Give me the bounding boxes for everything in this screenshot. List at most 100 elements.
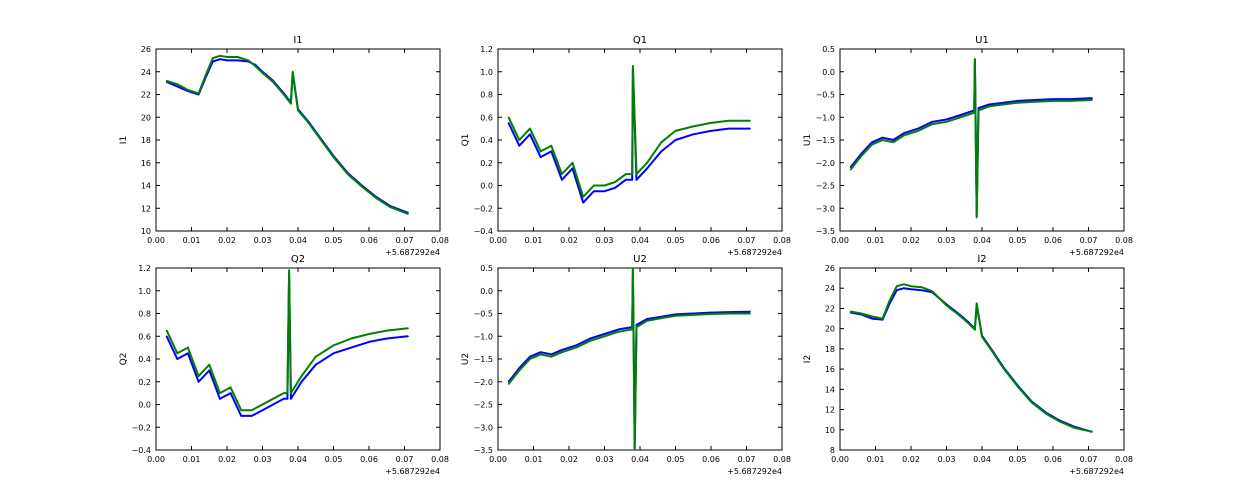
x-tick-label: 0.02 [902,455,920,464]
data-point [646,161,648,164]
data-point [176,83,179,86]
data-point [945,121,948,123]
data-point [1002,101,1005,104]
data-point [582,201,584,204]
data-point [660,141,663,144]
data-point [300,375,303,377]
data-point [956,312,958,315]
data-point [291,70,294,73]
y-tick-label: −1.0 [816,113,835,122]
data-point [300,380,303,383]
data-point [896,289,898,292]
data-point [988,105,990,108]
data-point [332,352,335,355]
data-point [197,380,200,383]
data-point [1073,426,1076,429]
data-point [917,130,919,132]
data-point [920,289,923,292]
x-offset-text: +5.687292e4 [385,248,440,257]
data-point [959,114,962,116]
data-point [197,375,200,377]
data-point [332,344,335,347]
x-tick-label: 0.04 [973,455,991,464]
series-line-green [166,54,409,215]
data-point [254,65,257,67]
subplot-title: Q2 [291,254,305,265]
data-point [589,340,592,342]
data-point [187,346,189,349]
data-point [165,335,168,338]
y-tick-label: 1.2 [480,45,493,54]
data-point [589,337,592,340]
data-point [529,127,531,130]
data-point [903,132,905,134]
data-point [931,290,934,293]
data-point [550,355,553,358]
data-point [692,133,695,136]
data-point [635,324,638,326]
x-tick-label: 0.03 [938,236,956,245]
x-tick-label: 0.00 [147,455,165,464]
data-point [1069,98,1072,100]
y-tick-label: 0.8 [480,91,493,100]
x-tick-label: 0.02 [560,455,578,464]
data-point [288,269,290,272]
data-point [631,179,633,181]
data-point [561,173,563,175]
data-point [974,328,976,331]
data-point [614,181,616,183]
y-tick-label: −1.0 [474,332,493,341]
data-point [272,398,274,400]
data-point [1059,420,1061,423]
y-tick-label: 0.4 [480,136,493,145]
data-point [635,173,638,175]
y-tick-label: 1.0 [480,68,493,77]
data-point [240,409,242,411]
x-tick-label: 0.08 [431,455,449,464]
data-point [1034,99,1037,101]
data-point [727,119,730,122]
data-point [286,398,289,400]
data-point [881,317,884,320]
data-point [582,196,584,198]
data-point [931,121,934,123]
data-point [674,130,677,132]
data-point [283,392,285,394]
data-point [272,81,274,83]
data-point [208,363,211,366]
subplot-title: U1 [975,35,989,46]
y-tick-label: 18 [141,136,151,145]
data-point [603,333,606,335]
data-point [1091,99,1093,101]
data-point [981,335,983,338]
data-point [212,57,214,59]
y-tick-label: 0.6 [138,332,151,341]
data-point [368,341,370,343]
data-point [314,363,317,366]
data-point [332,156,335,158]
data-point [518,144,521,147]
data-point [518,367,521,369]
data-point [646,318,648,320]
data-point [176,358,179,360]
data-point [283,93,285,96]
data-point [539,156,542,158]
y-tick-label: −3.5 [816,227,835,236]
y-tick-label: −2.0 [816,159,835,168]
data-point [261,403,264,406]
data-point [871,317,873,320]
data-point [507,116,510,119]
data-point [692,125,695,128]
x-tick-label: 0.06 [360,236,378,245]
data-point [931,123,934,125]
data-point [625,179,627,181]
y-tick-label: 16 [141,159,151,168]
x-tick-label: 0.02 [560,236,578,245]
data-point [603,190,606,192]
x-offset-text: +5.687292e4 [385,467,440,476]
data-point [977,107,980,109]
data-point [507,122,510,124]
y-tick-label: −2.5 [816,182,835,191]
y-tick-label: 1.0 [138,287,151,296]
x-tick-label: 0.03 [938,455,956,464]
